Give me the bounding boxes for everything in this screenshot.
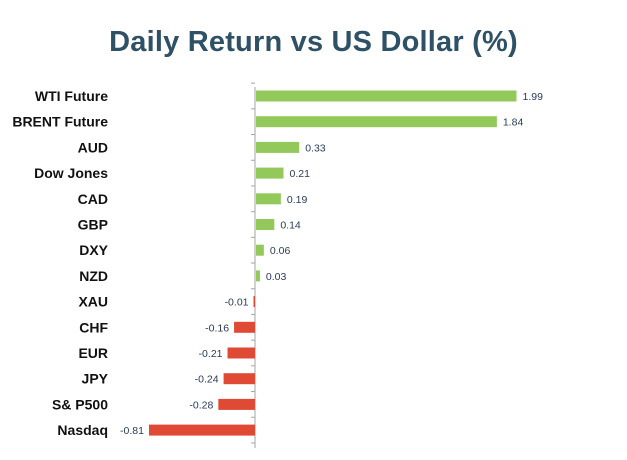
category-label: EUR bbox=[78, 345, 108, 361]
data-label: -0.16 bbox=[205, 322, 229, 334]
bar bbox=[223, 373, 255, 385]
category-label: GBP bbox=[78, 217, 108, 233]
category-label: Nasdaq bbox=[57, 422, 108, 438]
bar bbox=[256, 116, 497, 128]
data-label: 1.99 bbox=[522, 91, 543, 103]
category-label: JPY bbox=[82, 371, 109, 387]
data-label: -0.21 bbox=[199, 348, 223, 360]
bar bbox=[234, 321, 255, 333]
bar bbox=[256, 193, 281, 205]
data-label: -0.01 bbox=[225, 297, 249, 309]
data-label: 0.21 bbox=[289, 168, 310, 180]
data-label: -0.28 bbox=[189, 399, 213, 411]
data-label: 0.03 bbox=[266, 271, 287, 283]
bar bbox=[256, 270, 260, 282]
bar bbox=[256, 219, 275, 230]
data-label: -0.24 bbox=[195, 374, 219, 386]
category-label: Dow Jones bbox=[34, 165, 108, 181]
category-label: CHF bbox=[79, 319, 108, 335]
data-label: 0.14 bbox=[280, 220, 301, 232]
data-label: 1.84 bbox=[503, 117, 524, 129]
bar bbox=[218, 398, 255, 410]
data-label: 0.33 bbox=[305, 142, 326, 154]
data-label: 0.19 bbox=[287, 194, 308, 206]
bar bbox=[227, 347, 255, 359]
chart-title: Daily Return vs US Dollar (%) bbox=[109, 26, 518, 58]
category-label: CAD bbox=[78, 191, 108, 207]
bar bbox=[256, 141, 300, 153]
category-label: BRENT Future bbox=[12, 114, 108, 130]
bar bbox=[148, 424, 255, 436]
category-label: AUD bbox=[78, 139, 108, 155]
data-label: -0.81 bbox=[120, 425, 144, 437]
category-label: WTI Future bbox=[35, 88, 108, 104]
category-label: NZD bbox=[79, 268, 108, 284]
bar bbox=[256, 244, 264, 256]
bar bbox=[256, 90, 517, 102]
bar bbox=[256, 167, 284, 179]
bar bbox=[253, 296, 255, 308]
category-label: S& P500 bbox=[52, 396, 108, 412]
data-label: 0.06 bbox=[270, 245, 291, 257]
category-label: DXY bbox=[79, 242, 108, 258]
category-label: XAU bbox=[78, 294, 108, 310]
